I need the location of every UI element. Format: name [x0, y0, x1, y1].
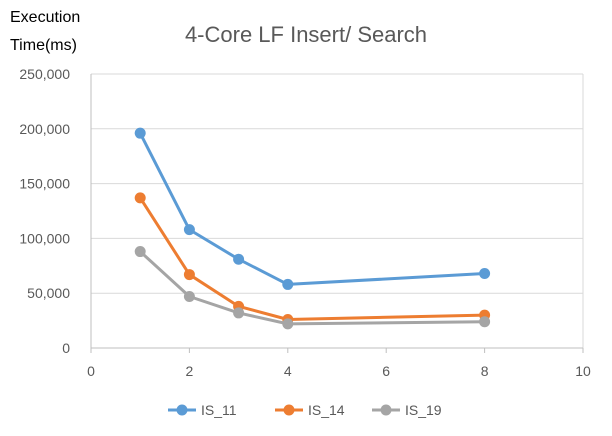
data-point	[233, 307, 245, 319]
x-tick-label: 6	[382, 363, 390, 379]
data-point	[134, 192, 146, 204]
x-tick-label: 2	[186, 363, 194, 379]
data-point	[183, 224, 195, 236]
series-IS_11	[134, 127, 491, 290]
y-tick-label: 100,000	[19, 230, 70, 246]
gridlines	[91, 73, 584, 348]
data-point	[233, 253, 245, 265]
legend-item: IS_11	[168, 402, 237, 418]
series-line	[138, 250, 487, 326]
data-point	[183, 269, 195, 281]
x-tick-label: 4	[284, 363, 292, 379]
y-tick-label: 250,000	[19, 66, 70, 82]
data-point	[134, 246, 146, 258]
y-tick-label: 50,000	[27, 285, 70, 301]
y-tick-label: 200,000	[19, 121, 70, 137]
data-point	[479, 316, 491, 328]
y-axis-label-line-1: Execution	[10, 9, 80, 26]
legend-marker	[283, 404, 295, 416]
legend-item: IS_19	[372, 402, 442, 418]
y-tick-label: 0	[62, 340, 70, 356]
legend-label: IS_19	[405, 402, 442, 418]
axes: 0 50,000 100,000 150,000 200,000 250,000 0 2 4 6 8…	[19, 66, 591, 379]
series	[134, 127, 491, 330]
x-tick-label: 0	[87, 363, 95, 379]
data-point	[282, 278, 294, 290]
y-tick-label: 150,000	[19, 176, 70, 192]
data-point	[183, 290, 195, 302]
x-tick-label: 10	[575, 363, 591, 379]
legend-marker	[176, 404, 188, 416]
legend-item: IS_14	[275, 402, 345, 418]
legend-marker	[380, 404, 392, 416]
x-tick-label: 8	[481, 363, 489, 379]
legend: IS_11 IS_14 IS_19	[168, 402, 442, 418]
data-point	[134, 127, 146, 139]
y-axis-label-line-2: Time(ms)	[10, 37, 77, 54]
data-point	[479, 267, 491, 279]
chart-title: 4-Core LF Insert/ Search	[185, 22, 427, 47]
legend-label: IS_14	[308, 402, 345, 418]
series-IS_19	[134, 246, 491, 330]
legend-label: IS_11	[201, 402, 237, 418]
data-point	[282, 318, 294, 330]
series-line	[138, 131, 487, 286]
series-IS_14	[134, 192, 491, 326]
